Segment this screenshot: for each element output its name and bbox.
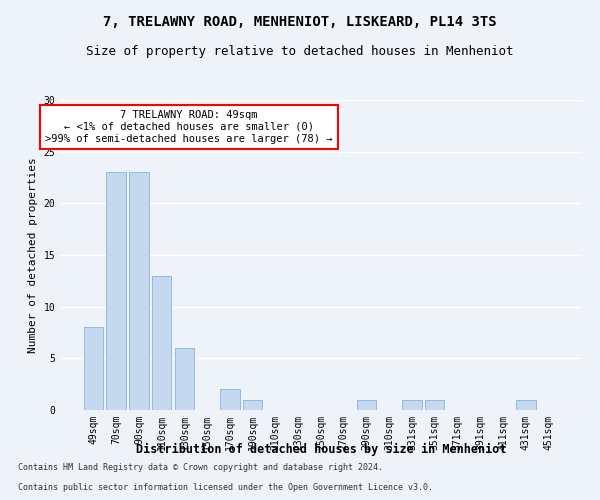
Text: Distribution of detached houses by size in Menheniot: Distribution of detached houses by size … — [136, 442, 506, 456]
Bar — [84, 328, 103, 410]
Bar — [243, 400, 262, 410]
Text: Contains HM Land Registry data © Crown copyright and database right 2024.: Contains HM Land Registry data © Crown c… — [18, 464, 383, 472]
Bar — [220, 390, 239, 410]
Bar — [516, 400, 536, 410]
Bar — [106, 172, 126, 410]
Bar — [425, 400, 445, 410]
Text: 7 TRELAWNY ROAD: 49sqm
← <1% of detached houses are smaller (0)
>99% of semi-det: 7 TRELAWNY ROAD: 49sqm ← <1% of detached… — [45, 110, 333, 144]
Bar — [152, 276, 172, 410]
Text: Size of property relative to detached houses in Menheniot: Size of property relative to detached ho… — [86, 45, 514, 58]
Text: 7, TRELAWNY ROAD, MENHENIOT, LISKEARD, PL14 3TS: 7, TRELAWNY ROAD, MENHENIOT, LISKEARD, P… — [103, 15, 497, 29]
Bar — [129, 172, 149, 410]
Bar — [403, 400, 422, 410]
Bar — [357, 400, 376, 410]
Bar — [175, 348, 194, 410]
Text: Contains public sector information licensed under the Open Government Licence v3: Contains public sector information licen… — [18, 484, 433, 492]
Y-axis label: Number of detached properties: Number of detached properties — [28, 157, 38, 353]
